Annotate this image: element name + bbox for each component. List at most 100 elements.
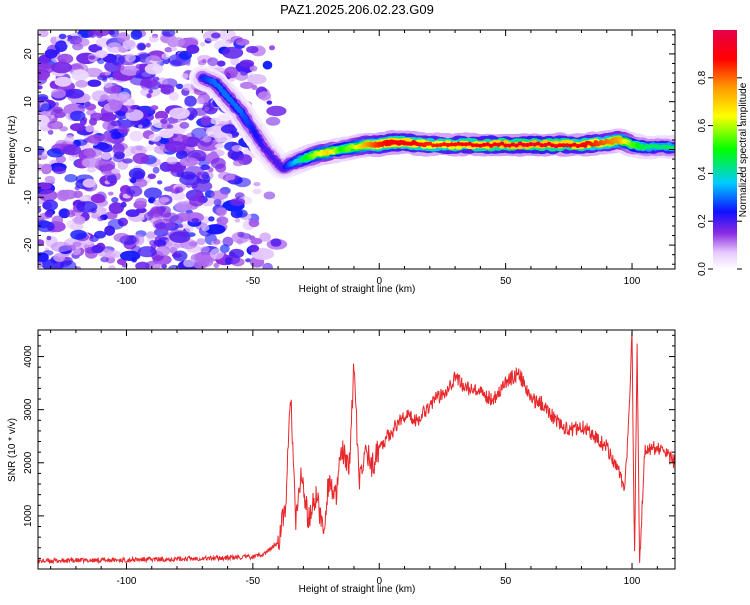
- noise-blob: [230, 56, 240, 66]
- noise-blob: [100, 152, 112, 160]
- noise-blob: [160, 88, 171, 94]
- x-tick-label: -50: [246, 276, 261, 287]
- noise-blob: [86, 134, 104, 144]
- noise-blob: [85, 125, 95, 133]
- noise-blob: [217, 114, 230, 125]
- noise-blob: [135, 261, 150, 269]
- noise-blob: [168, 91, 179, 101]
- colorbar-tick-label: 0.6: [697, 118, 708, 132]
- ridge-blob: [441, 142, 447, 147]
- noise-blob: [38, 221, 55, 233]
- noise-blob: [83, 147, 102, 158]
- snr-y-label: SNR (10 * v/v): [7, 418, 18, 482]
- noise-blob: [156, 245, 171, 256]
- noise-blob: [72, 241, 82, 247]
- noise-blob: [149, 239, 159, 247]
- noise-blob: [58, 33, 67, 40]
- noise-blob: [145, 42, 151, 48]
- noise-blob: [224, 66, 239, 79]
- noise-blob: [125, 53, 136, 63]
- noise-blob: [112, 143, 125, 155]
- noise-blob: [113, 232, 130, 243]
- ridge-blob: [670, 146, 675, 150]
- x-tick-label: 50: [500, 576, 512, 587]
- noise-blob: [137, 43, 146, 50]
- noise-blob: [179, 121, 190, 129]
- noise-blob: [195, 97, 205, 105]
- noise-blob: [84, 67, 103, 78]
- noise-blob: [257, 91, 271, 101]
- y-tick-label: 0: [23, 146, 34, 152]
- noise-blob: [52, 166, 67, 175]
- noise-blob: [129, 130, 144, 142]
- noise-blob: [107, 191, 114, 196]
- noise-blob: [246, 46, 259, 54]
- noise-blob: [184, 95, 197, 107]
- noise-blob: [171, 47, 178, 51]
- noise-blob: [46, 235, 52, 241]
- noise-blob: [138, 124, 143, 129]
- noise-blob: [38, 115, 50, 127]
- figure-title: PAZ1.2025.206.02.23.G09: [280, 2, 434, 17]
- noise-blob: [216, 216, 229, 225]
- noise-blob: [247, 74, 267, 85]
- noise-blob: [229, 248, 245, 259]
- colorbar-gradient: [713, 30, 737, 269]
- noise-blob: [175, 188, 181, 194]
- noise-blob: [73, 215, 86, 225]
- noise-blob: [148, 133, 162, 142]
- noise-blob: [235, 209, 248, 218]
- noise-blob: [111, 168, 120, 174]
- noise-blob: [97, 58, 105, 65]
- noise-blob: [199, 246, 210, 253]
- y-tick-label: 20: [23, 48, 34, 60]
- y-tick-label: 1000: [23, 504, 34, 527]
- x-tick-label: -50: [246, 576, 261, 587]
- noise-blob: [216, 207, 227, 215]
- noise-blob: [154, 110, 169, 121]
- noise-blob: [189, 195, 205, 207]
- x-tick-label: 0: [376, 576, 382, 587]
- noise-blob: [54, 111, 66, 119]
- noise-blob: [67, 244, 77, 251]
- noise-blob: [108, 77, 114, 82]
- noise-blob: [42, 199, 58, 211]
- noise-blob: [239, 81, 254, 89]
- noise-blob: [144, 63, 164, 75]
- snr-x-ticks: -100 -50 0 50 100: [50, 330, 658, 587]
- noise-blob: [199, 42, 206, 47]
- noise-blob: [216, 60, 226, 67]
- noise-blob: [153, 199, 166, 207]
- ridge-blob: [539, 143, 545, 148]
- noise-blob: [214, 131, 233, 143]
- noise-blob: [116, 63, 125, 71]
- noise-blob: [191, 180, 213, 192]
- noise-blob: [213, 198, 222, 207]
- noise-blob: [87, 79, 102, 87]
- noise-blob: [62, 144, 82, 156]
- noise-blob: [210, 190, 229, 200]
- noise-blob: [64, 174, 78, 183]
- noise-blob: [95, 31, 104, 39]
- noise-blob: [148, 89, 153, 94]
- noise-blob: [193, 261, 208, 269]
- spectrogram-x-label: Height of straight line (km): [299, 284, 416, 295]
- noise-blob: [89, 117, 97, 126]
- noise-blob: [185, 61, 191, 66]
- noise-blob: [157, 84, 167, 89]
- noise-blob: [120, 105, 135, 113]
- noise-blob: [122, 158, 133, 164]
- noise-blob: [266, 105, 287, 117]
- ridge-blob: [456, 141, 462, 146]
- noise-blob: [164, 140, 187, 153]
- noise-blob: [133, 234, 145, 246]
- noise-blob: [205, 224, 226, 235]
- noise-blob: [183, 259, 196, 268]
- ridge-blob: [535, 141, 541, 146]
- noise-blob: [176, 83, 184, 90]
- colorbar-tick-label: 0.0: [697, 262, 708, 276]
- ridge-blob: [503, 143, 508, 148]
- ridge-blob: [470, 143, 476, 148]
- noise-blob: [38, 189, 58, 202]
